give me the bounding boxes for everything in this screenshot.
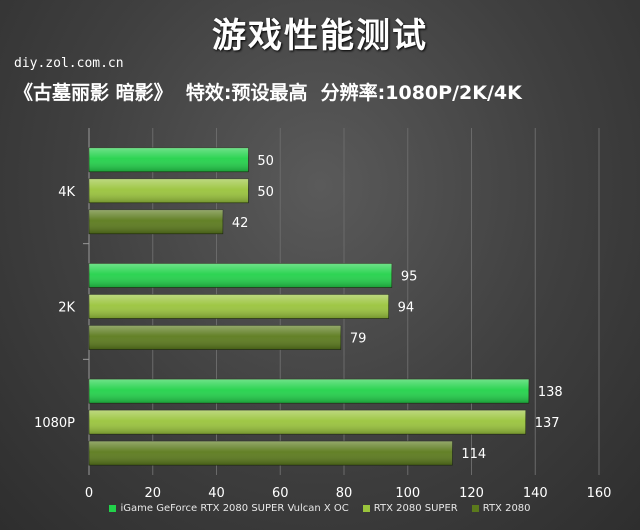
x-tick-label: 160 — [587, 486, 612, 501]
x-tick-label: 0 — [85, 486, 93, 501]
x-tick-label: 120 — [459, 486, 484, 501]
chart-title: 游戏性能测试 — [212, 16, 428, 56]
data-label: 50 — [257, 185, 274, 200]
legend-label: RTX 2080 — [482, 503, 531, 514]
x-tick-label: 80 — [336, 486, 353, 501]
bar-highlight — [89, 379, 529, 404]
bar-highlight — [89, 209, 223, 234]
data-label: 50 — [257, 154, 274, 169]
data-label: 42 — [232, 216, 249, 231]
data-label: 137 — [535, 416, 560, 431]
source-url: diy.zol.com.cn — [14, 56, 124, 71]
bar-highlight — [89, 325, 341, 350]
category-label: 1080P — [34, 416, 75, 431]
legend-swatch — [109, 505, 117, 512]
bar-highlight — [89, 410, 526, 435]
chart-legend: iGame GeForce RTX 2080 SUPER Vulcan X OC… — [0, 503, 640, 514]
category-label: 4K — [58, 185, 75, 200]
legend-swatch — [362, 505, 370, 512]
legend-item: RTX 2080 SUPER — [362, 503, 458, 514]
legend-item: RTX 2080 — [471, 503, 531, 514]
x-tick-label: 100 — [395, 486, 420, 501]
legend-item: iGame GeForce RTX 2080 SUPER Vulcan X OC — [109, 503, 349, 514]
data-label: 95 — [401, 270, 418, 285]
data-label: 114 — [461, 447, 486, 462]
bar-highlight — [89, 294, 389, 319]
data-label: 79 — [350, 332, 367, 347]
x-tick-label: 40 — [208, 486, 225, 501]
bar-highlight — [89, 263, 392, 288]
bar-highlight — [89, 441, 453, 466]
x-tick-label: 60 — [272, 486, 289, 501]
legend-label: iGame GeForce RTX 2080 SUPER Vulcan X OC — [120, 503, 349, 514]
x-tick-label: 140 — [523, 486, 548, 501]
bar-highlight — [89, 178, 249, 203]
legend-swatch — [471, 505, 479, 512]
data-label: 138 — [538, 385, 563, 400]
data-label: 94 — [398, 301, 415, 316]
chart-subtitle: 《古墓丽影 暗影》 特效:预设最高 分辨率:1080P/2K/4K — [14, 82, 522, 104]
bar-highlight — [89, 147, 249, 172]
category-label: 2K — [58, 301, 75, 316]
x-tick-label: 20 — [144, 486, 161, 501]
legend-label: RTX 2080 SUPER — [373, 503, 458, 514]
